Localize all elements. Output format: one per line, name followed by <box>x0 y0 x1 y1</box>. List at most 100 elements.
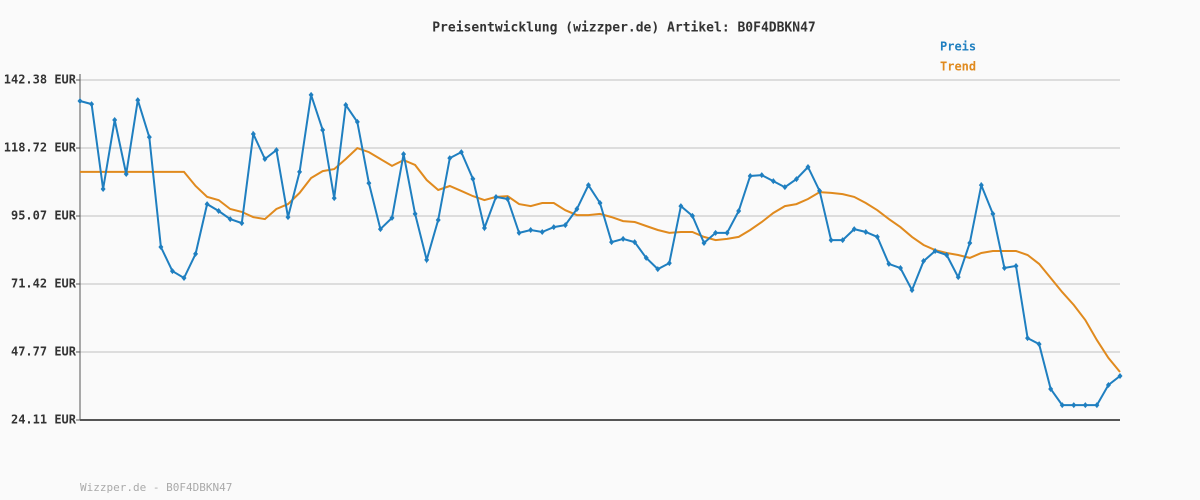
point-marker <box>678 203 684 210</box>
point-marker <box>100 186 106 193</box>
point-marker <box>759 172 765 179</box>
y-tick-label: 95.07 EUR <box>11 209 77 223</box>
point-marker <box>967 239 973 246</box>
point-marker <box>562 222 568 229</box>
point-marker <box>366 180 372 187</box>
point-marker <box>701 239 707 246</box>
point-marker <box>944 252 950 259</box>
point-marker <box>158 243 164 250</box>
point-marker <box>886 260 892 267</box>
point-marker <box>135 97 141 104</box>
point-marker <box>632 239 638 246</box>
point-marker <box>401 151 407 158</box>
point-marker <box>1036 341 1042 348</box>
point-marker <box>597 199 603 206</box>
point-marker <box>655 266 661 273</box>
point-marker <box>216 208 222 215</box>
chart-title: Preisentwicklung (wizzper.de) Artikel: B… <box>432 21 816 36</box>
point-marker <box>828 237 834 244</box>
point-marker <box>389 214 395 221</box>
point-marker <box>181 275 187 282</box>
point-marker <box>493 193 499 200</box>
point-marker <box>897 264 903 271</box>
point-marker <box>921 258 927 265</box>
legend-label: Preis <box>940 40 976 54</box>
point-marker <box>643 254 649 261</box>
legend-label: Trend <box>940 60 976 74</box>
point-marker <box>1094 402 1100 409</box>
point-marker <box>528 227 534 234</box>
point-marker <box>516 229 522 236</box>
point-marker <box>689 212 695 219</box>
point-marker <box>112 117 118 124</box>
point-marker <box>412 210 418 217</box>
y-tick-label: 24.11 EUR <box>11 413 77 427</box>
point-marker <box>435 216 441 223</box>
y-tick-label: 71.42 EUR <box>11 276 77 290</box>
point-marker <box>308 91 314 98</box>
point-marker <box>770 178 776 185</box>
point-marker <box>331 195 337 202</box>
point-marker <box>805 164 811 171</box>
point-marker <box>1013 262 1019 269</box>
point-marker <box>909 287 915 294</box>
point-marker <box>320 126 326 133</box>
point-marker <box>1082 402 1088 409</box>
point-marker <box>1105 381 1111 388</box>
point-marker <box>620 235 626 242</box>
point-marker <box>377 226 383 233</box>
point-marker <box>1117 373 1123 380</box>
point-marker <box>574 206 580 213</box>
point-marker <box>932 247 938 254</box>
point-marker <box>817 187 823 194</box>
point-marker <box>204 201 210 208</box>
point-marker <box>505 195 511 202</box>
point-marker <box>551 224 557 231</box>
y-tick-label: 118.72 EUR <box>4 141 77 155</box>
point-marker <box>424 256 430 263</box>
point-marker <box>874 233 880 240</box>
point-marker <box>146 134 152 141</box>
point-marker <box>1059 402 1065 409</box>
point-marker <box>458 149 464 156</box>
point-marker <box>193 250 199 257</box>
point-marker <box>447 155 453 162</box>
point-marker <box>1025 335 1031 342</box>
point-marker <box>239 220 245 227</box>
point-marker <box>851 226 857 233</box>
point-marker <box>470 175 476 182</box>
point-marker <box>77 98 83 105</box>
point-marker <box>539 229 545 236</box>
point-marker <box>793 176 799 183</box>
point-marker <box>89 101 95 108</box>
point-marker <box>297 168 303 175</box>
point-marker <box>782 184 788 191</box>
point-marker <box>250 130 256 137</box>
point-marker <box>354 118 360 125</box>
point-marker <box>262 155 268 162</box>
point-marker <box>1001 264 1007 271</box>
point-marker <box>481 224 487 231</box>
point-marker <box>747 172 753 179</box>
point-marker <box>1048 385 1054 392</box>
source-note: Wizzper.de - B0F4DBKN47 <box>80 481 232 494</box>
point-marker <box>990 210 996 217</box>
point-marker <box>227 216 233 223</box>
point-marker <box>285 214 291 221</box>
point-marker <box>863 229 869 236</box>
y-tick-label: 47.77 EUR <box>11 344 77 358</box>
point-marker <box>840 237 846 244</box>
point-marker <box>1071 402 1077 409</box>
point-marker <box>955 274 961 281</box>
point-marker <box>724 229 730 236</box>
series-line <box>79 94 1121 407</box>
point-marker <box>123 171 129 178</box>
point-marker <box>273 147 279 154</box>
point-marker <box>978 182 984 189</box>
point-marker <box>609 239 615 246</box>
y-tick-label: 142.38 EUR <box>4 73 77 87</box>
point-marker <box>666 260 672 267</box>
point-marker <box>343 101 349 108</box>
point-marker <box>585 182 591 189</box>
